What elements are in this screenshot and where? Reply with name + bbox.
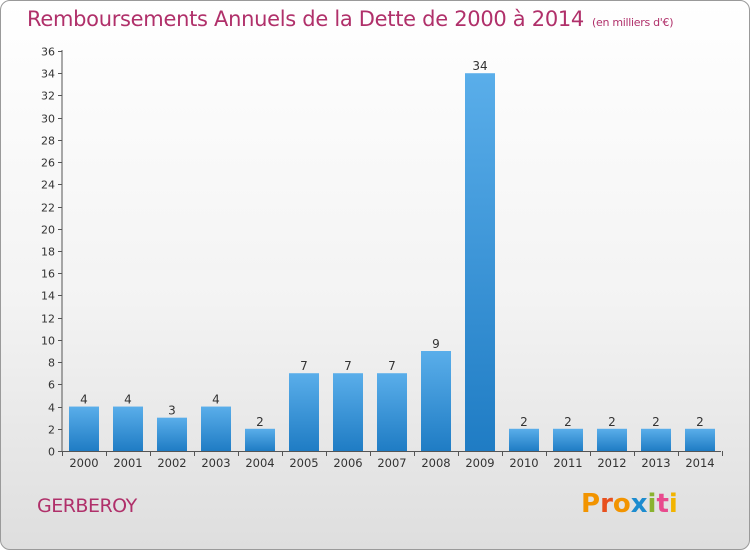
data-label-2007: 7 xyxy=(388,359,396,373)
bars xyxy=(69,73,715,451)
commune-name: GERBEROY xyxy=(37,495,137,517)
logo-letter: r xyxy=(600,489,613,519)
y-tick-label: 20 xyxy=(41,224,55,237)
data-label-2009: 34 xyxy=(472,59,487,73)
data-label-2011: 2 xyxy=(564,415,572,429)
x-tick-label-2013: 2013 xyxy=(641,456,670,470)
data-label-2013: 2 xyxy=(652,415,660,429)
data-label-2002: 3 xyxy=(168,404,176,418)
data-label-2005: 7 xyxy=(300,359,308,373)
bar-2010 xyxy=(509,428,539,451)
data-label-2001: 4 xyxy=(124,393,132,407)
y-tick-label: 14 xyxy=(41,290,55,303)
x-tick-label-2004: 2004 xyxy=(245,456,274,470)
x-tick-label-2011: 2011 xyxy=(553,456,582,470)
y-tick-label: 4 xyxy=(48,402,55,415)
data-label-2000: 4 xyxy=(80,393,88,407)
y-tick-label: 22 xyxy=(41,202,55,215)
y-tick-label: 34 xyxy=(41,68,55,81)
bar-2008 xyxy=(421,351,451,451)
y-tick-label: 28 xyxy=(41,135,55,148)
x-tick-label-2002: 2002 xyxy=(157,456,186,470)
bar-2014 xyxy=(685,428,715,451)
logo-letter: i xyxy=(647,489,657,519)
data-label-2006: 7 xyxy=(344,359,352,373)
y-tick-label: 12 xyxy=(41,313,55,326)
logo-letter: o xyxy=(612,489,631,519)
x-tick-label-2001: 2001 xyxy=(113,456,142,470)
y-tick-label: 30 xyxy=(41,113,55,126)
bar-2000 xyxy=(69,406,99,451)
data-label-2010: 2 xyxy=(520,415,528,429)
data-label-2008: 9 xyxy=(432,337,440,351)
logo-letter: i xyxy=(668,489,678,519)
x-tick-label-2009: 2009 xyxy=(465,456,494,470)
y-tick-label: 0 xyxy=(48,446,55,459)
x-tick-label-2014: 2014 xyxy=(685,456,714,470)
bar-2009 xyxy=(465,73,495,451)
y-tick-label: 18 xyxy=(41,246,55,259)
chart-title-text: Remboursements Annuels de la Dette de 20… xyxy=(27,7,584,31)
bar-2004 xyxy=(245,428,275,451)
x-tick-label-2005: 2005 xyxy=(289,456,318,470)
x-tick-label-2007: 2007 xyxy=(377,456,406,470)
x-tick-label-2000: 2000 xyxy=(69,456,98,470)
bar-2003 xyxy=(201,406,231,451)
bar-2012 xyxy=(597,428,627,451)
bar-2011 xyxy=(553,428,583,451)
bar-2001 xyxy=(113,406,143,451)
logo-letter: x xyxy=(630,489,648,519)
bar-2006 xyxy=(333,373,363,451)
y-tick-label: 2 xyxy=(48,424,55,437)
y-tick-label: 6 xyxy=(48,379,55,392)
y-tick-label: 26 xyxy=(41,157,55,170)
x-tick-label-2006: 2006 xyxy=(333,456,362,470)
unit-note: (en milliers d'€) xyxy=(592,16,674,29)
data-label-2003: 4 xyxy=(212,393,220,407)
data-label-2012: 2 xyxy=(608,415,616,429)
labels: 4 2000 4 2001 3 2002 4 2003 2 2004 7 2005 7 2006 7 2007… xyxy=(69,59,714,470)
y-tick-label: 16 xyxy=(41,268,55,281)
bar-2005 xyxy=(289,373,319,451)
x-tick-label-2012: 2012 xyxy=(597,456,626,470)
x-tick-label-2008: 2008 xyxy=(421,456,450,470)
proxiti-logo: Proxiti xyxy=(581,489,691,521)
x-tick-label-2003: 2003 xyxy=(201,456,230,470)
bar-2007 xyxy=(377,373,407,451)
y-tick-label: 24 xyxy=(41,179,55,192)
logo-letter: t xyxy=(656,489,669,519)
chart-title: Remboursements Annuels de la Dette de 20… xyxy=(27,7,673,31)
y-tick-label: 10 xyxy=(41,335,55,348)
bar-2002 xyxy=(157,417,187,451)
x-tick-label-2010: 2010 xyxy=(509,456,538,470)
data-label-2014: 2 xyxy=(696,415,704,429)
y-tick-label: 32 xyxy=(41,90,55,103)
logo-letter: P xyxy=(581,489,601,519)
y-tick-label: 8 xyxy=(48,357,55,370)
y-tick-label: 36 xyxy=(41,46,55,59)
data-label-2004: 2 xyxy=(256,415,264,429)
bar-2013 xyxy=(641,428,671,451)
